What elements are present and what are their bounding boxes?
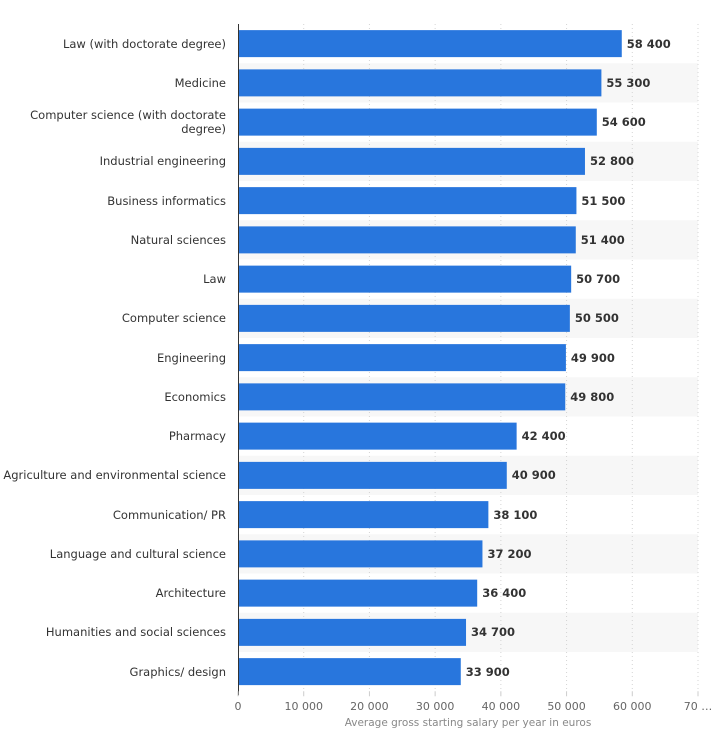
- bar-value-label: 58 400: [626, 36, 671, 51]
- category-label: Law (with doctorate degree): [62, 36, 226, 51]
- x-tick-label: 0: [234, 700, 242, 713]
- bar-value-label: 34 700: [471, 625, 516, 640]
- category-label: Business informatics: [107, 193, 226, 208]
- x-tick-label: 10 000: [284, 700, 323, 713]
- x-tick-label: 50 000: [547, 700, 586, 713]
- bar-value-label: 51 400: [580, 232, 625, 247]
- x-tick-label: 30 000: [415, 700, 455, 713]
- bar-value-label: 50 700: [576, 272, 621, 287]
- bar-value-label: 52 800: [589, 154, 634, 169]
- category-label: Language and cultural science: [49, 546, 226, 561]
- bar-value-label: 40 900: [511, 468, 556, 483]
- bar: [238, 30, 622, 58]
- bar: [238, 304, 570, 332]
- category-label: Graphics/ design: [129, 664, 226, 679]
- bar: [238, 265, 572, 293]
- bar-value-label: 37 200: [487, 546, 532, 561]
- category-label: Communication/ PR: [112, 507, 226, 522]
- bar: [238, 501, 489, 529]
- bar-value-label: 49 900: [570, 350, 615, 365]
- bar: [238, 69, 602, 97]
- bar: [238, 618, 467, 646]
- category-label: Economics: [164, 389, 226, 404]
- category-label: Architecture: [155, 586, 226, 601]
- bar-value-label: 50 500: [574, 311, 619, 326]
- x-tick-label: 70 …: [683, 700, 711, 713]
- bar: [238, 579, 478, 607]
- category-label: Computer science: [121, 311, 226, 326]
- bar-value-label: 51 500: [581, 193, 626, 208]
- bar: [238, 461, 507, 489]
- bar: [238, 187, 577, 215]
- bar-value-label: 54 600: [601, 115, 646, 130]
- bar: [238, 658, 461, 686]
- bar-value-label: 33 900: [465, 664, 510, 679]
- bar-value-label: 49 800: [570, 389, 615, 404]
- bar-value-label: 55 300: [606, 75, 651, 90]
- category-label: Engineering: [157, 350, 226, 365]
- x-tick-label: 60 000: [613, 700, 652, 713]
- category-label: Law: [203, 272, 226, 287]
- bar: [238, 108, 597, 136]
- bar: [238, 344, 566, 372]
- bar-value-label: 36 400: [482, 586, 527, 601]
- bar: [238, 226, 576, 254]
- category-label: Agriculture and environmental science: [3, 468, 226, 483]
- category-label: Computer science (with doctorate degree): [30, 108, 226, 137]
- bar: [238, 540, 483, 568]
- category-label: Pharmacy: [168, 429, 226, 444]
- category-label: Humanities and social sciences: [45, 625, 226, 640]
- bar-value-label: 38 100: [493, 507, 538, 522]
- x-axis-title: Average gross starting salary per year i…: [344, 717, 592, 729]
- category-label: Medicine: [174, 75, 226, 90]
- category-label: Natural sciences: [130, 232, 226, 247]
- bar: [238, 147, 585, 175]
- x-tick-label: 40 000: [481, 700, 521, 713]
- bar: [238, 422, 517, 450]
- bar: [238, 383, 566, 411]
- x-tick-label: 20 000: [350, 700, 389, 713]
- bar-value-label: 42 400: [521, 429, 566, 444]
- category-label: Industrial engineering: [99, 154, 226, 169]
